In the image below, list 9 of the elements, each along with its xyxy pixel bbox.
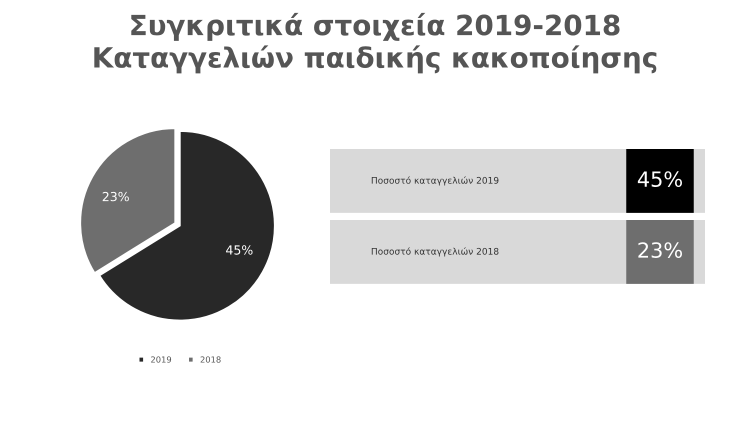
text: 45% [638, 171, 682, 188]
category-label: Ποσοστό καταγγελιών 2018 [372, 247, 498, 256]
text: 23% [638, 242, 682, 258]
data-label: 45% [226, 245, 253, 255]
text: Συγκριτικά στοιχεία 2019-2018 Καταγγελιών παιδικής κακοποίησης [94, 12, 656, 74]
data-label: 23% [102, 192, 129, 202]
category-label: Ποσοστό καταγγελιών 2019 [372, 176, 498, 186]
legend-label: 2018 [200, 356, 221, 363]
legend-label: 2019 [151, 356, 172, 363]
